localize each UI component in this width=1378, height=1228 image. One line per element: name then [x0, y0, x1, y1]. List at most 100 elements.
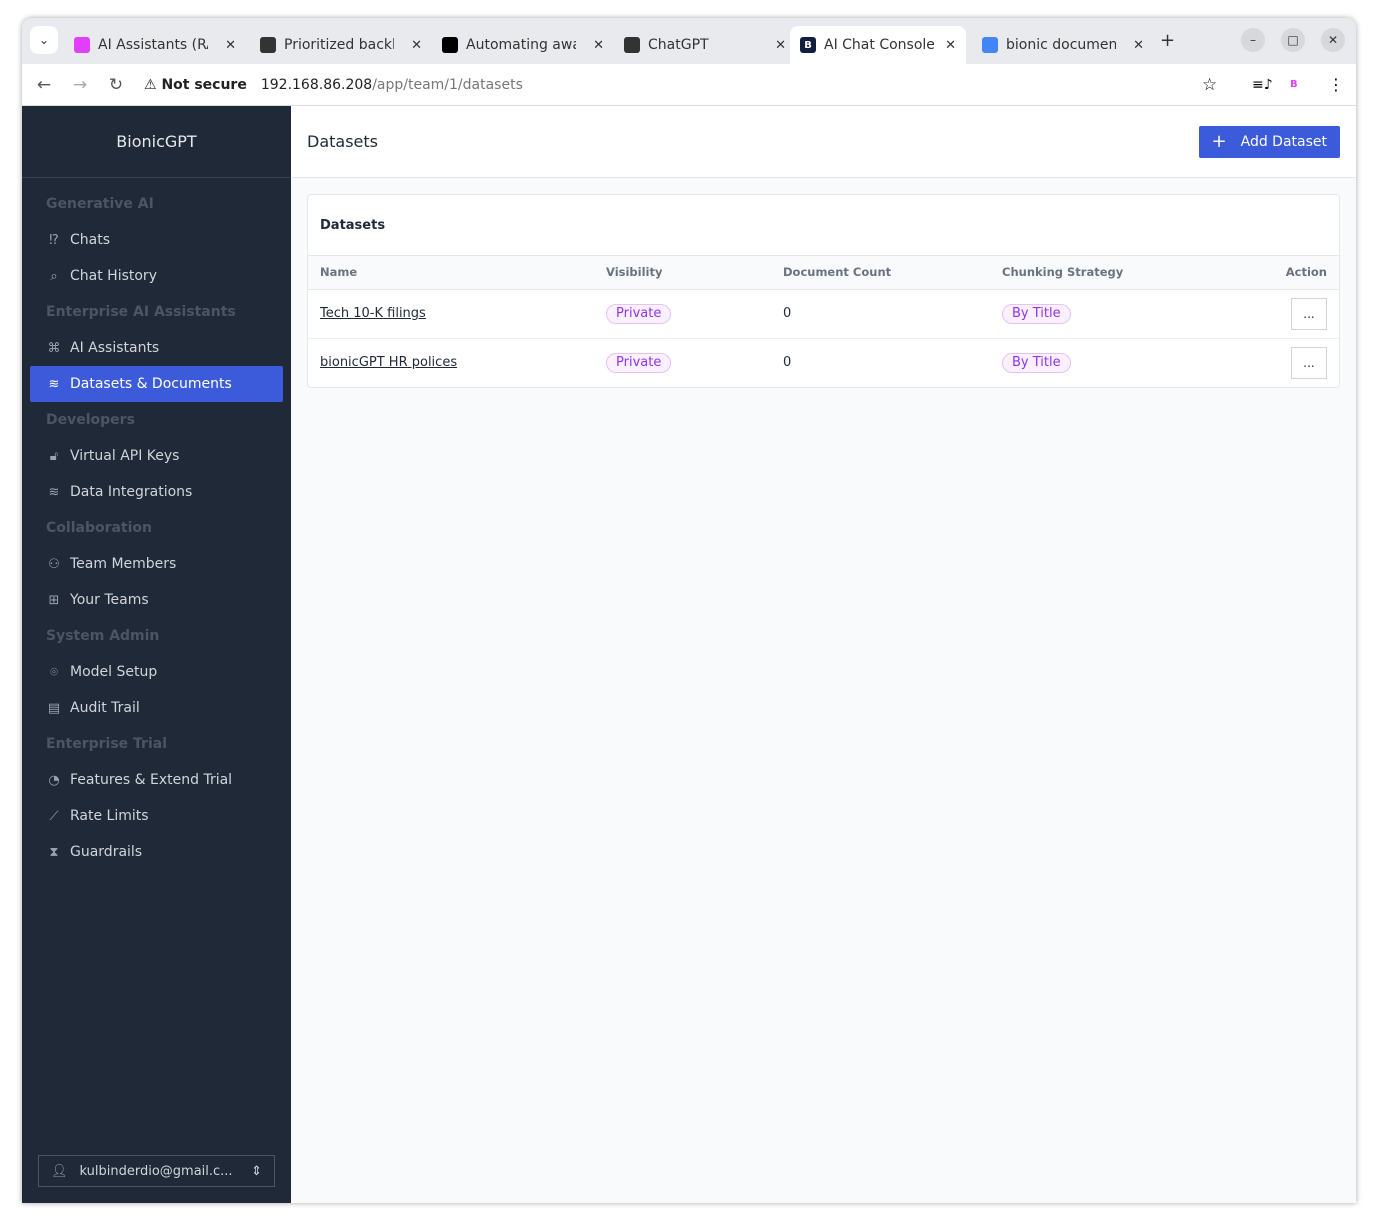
visibility-badge: Private [606, 352, 672, 373]
table-row: bionicGPT HR polices Private 0 By Title … [308, 338, 1339, 387]
sidebar-item-label: Features & Extend Trial [70, 772, 233, 788]
tab-bar: ⌄ AI Assistants (RAG)✕Prioritized backlo… [22, 18, 1356, 64]
bookmark-star-icon[interactable]: ☆ [1202, 74, 1218, 95]
browser-tab[interactable]: bionic documentation ✕ [972, 26, 1154, 64]
lock-icon: 🔓︎ [49, 448, 59, 464]
browser-tab[interactable]: B AI Chat Console ✕ [790, 26, 966, 64]
col-chunking-strategy: Chunking Strategy [990, 256, 1231, 290]
close-tab-icon[interactable]: ✕ [775, 37, 786, 53]
chunking-badge: By Title [1002, 352, 1071, 373]
brand-logo[interactable]: BionicGPT [22, 106, 291, 178]
close-tab-icon[interactable]: ✕ [1133, 37, 1144, 53]
docs-icon [982, 37, 998, 53]
sidebar: BionicGPT Generative AI ⁉ Chats ⌕ Chat Histo… [22, 106, 291, 1203]
security-label[interactable]: Not secure [161, 76, 247, 93]
sidebar-section-label: System Admin [46, 628, 160, 644]
dataset-link[interactable]: Tech 10-K filings [320, 306, 426, 321]
tab-title: ChatGPT [648, 37, 709, 53]
document-count: 0 [783, 355, 792, 371]
main-content: Datasets + Add Dataset Datasets Name Visi… [291, 106, 1356, 1203]
sidebar-section-label: Enterprise Trial [46, 736, 168, 752]
grid-icon: ⊞ [48, 592, 60, 608]
scan-icon: ⌾ [50, 664, 58, 680]
menu-icon[interactable]: ⋮ [1328, 75, 1344, 94]
document-count: 0 [771, 289, 990, 339]
sidebar-item-chats[interactable]: ⁉ Chats [30, 222, 283, 258]
tab-title: bionic documentation [1006, 37, 1116, 53]
bionic-icon [74, 37, 90, 53]
sidebar-item-virtual-api-keys[interactable]: 🔓︎ Virtual API Keys [30, 438, 283, 474]
browser-tab[interactable]: Automating away ✕ [432, 26, 614, 64]
search-icon: ⌕ [50, 268, 58, 284]
close-window-button[interactable]: ✕ [1321, 28, 1345, 52]
sidebar-item-chat-history[interactable]: ⌕ Chat History [30, 258, 283, 294]
sidebar-item-your-teams[interactable]: ⊞ Your Teams [30, 582, 283, 618]
card-title: Datasets [308, 195, 1339, 256]
row-action-button[interactable]: ... [1291, 346, 1327, 379]
github-icon [260, 37, 276, 53]
close-tab-icon[interactable]: ✕ [225, 37, 236, 53]
col-name: Name [308, 256, 594, 290]
sidebar-item-label: Guardrails [70, 844, 143, 860]
close-tab-icon[interactable]: ✕ [945, 37, 956, 53]
openai-icon [624, 37, 640, 53]
sidebar-item-data-integrations[interactable]: ≋ Data Integrations [30, 474, 283, 510]
address-bar: ← → ↻ ⚠ Not secure 192.168.86.208/app/te… [22, 64, 1356, 106]
sidebar-section-label: Developers [46, 412, 135, 428]
reload-icon[interactable]: ↻ [108, 74, 124, 95]
omnibox[interactable]: ⚠ Not secure 192.168.86.208/app/team/1/d… [144, 77, 523, 93]
warning-icon: ⚠ [144, 76, 157, 93]
visibility-badge: Private [606, 303, 672, 324]
sidebar-item-guardrails[interactable]: ⧗ Guardrails [30, 834, 283, 870]
bionic-b-icon: B [800, 37, 816, 53]
users-icon: ⚇ [48, 556, 60, 572]
dataset-link[interactable]: bionicGPT HR polices [320, 355, 458, 371]
row-action-button[interactable]: ... [1291, 297, 1327, 330]
new-tab-button[interactable]: + [1160, 30, 1176, 51]
sidebar-item-label: Virtual API Keys [70, 448, 180, 464]
back-icon[interactable]: ← [36, 74, 52, 95]
page-title: Datasets [307, 132, 378, 151]
add-dataset-button[interactable]: + Add Dataset [1198, 125, 1340, 158]
sidebar-item-ai-assistants[interactable]: ⌘ AI Assistants [30, 330, 283, 366]
user-menu[interactable]: 👤︎ kulbinderdio@gmail.c... ⇕ [38, 1155, 275, 1187]
url-field[interactable]: 192.168.86.208/app/team/1/datasets [260, 76, 523, 93]
medium-icon [442, 37, 458, 53]
sidebar-item-audit-trail[interactable]: ▤ Audit Trail [30, 690, 283, 726]
browser-tab[interactable]: ChatGPT ✕ [614, 26, 796, 64]
tab-title: AI Assistants (RAG) [98, 37, 208, 53]
tab-search-button[interactable]: ⌄ [30, 26, 58, 54]
browser-tab[interactable]: Prioritized backlog ✕ [250, 26, 432, 64]
tab-title: Prioritized backlog [284, 37, 394, 53]
sidebar-item-label: Datasets & Documents [70, 376, 232, 392]
sidebar-item-label: AI Assistants [70, 340, 160, 356]
browser-tab[interactable]: AI Assistants (RAG) ✕ [64, 26, 246, 64]
sidebar-item-features-extend-trial[interactable]: ◔ Features & Extend Trial [30, 762, 283, 798]
col-document-count: Document Count [771, 256, 990, 290]
sidebar-section-label: Enterprise AI Assistants [46, 304, 236, 320]
forward-icon[interactable]: → [72, 74, 88, 95]
close-tab-icon[interactable]: ✕ [411, 37, 422, 53]
sidebar-item-datasets-documents[interactable]: ≋ Datasets & Documents [30, 366, 283, 402]
clipboard-icon: ▤ [47, 700, 61, 716]
col-visibility: Visibility [594, 256, 771, 290]
minimize-button[interactable]: – [1241, 28, 1265, 52]
layers-icon: ≋ [48, 484, 60, 500]
sidebar-item-label: Audit Trail [70, 700, 140, 716]
media-control-icon[interactable]: ≡♪ [1252, 76, 1273, 93]
chat-icon: ⁉ [49, 232, 59, 248]
sidebar-item-label: Data Integrations [70, 484, 193, 500]
plus-icon: + [1211, 131, 1227, 152]
sidebar-item-model-setup[interactable]: ⌾ Model Setup [30, 654, 283, 690]
tab-title: Automating away [466, 37, 576, 53]
datasets-card: Datasets Name Visibility Document Count … [307, 194, 1340, 388]
extension-icon[interactable]: B [1290, 79, 1298, 90]
chart-icon: ⟋ [49, 808, 59, 824]
maximize-button[interactable]: □ [1281, 28, 1305, 52]
sidebar-item-rate-limits[interactable]: ⟋ Rate Limits [30, 798, 283, 834]
user-email: kulbinderdio@gmail.c... [79, 1163, 233, 1179]
close-tab-icon[interactable]: ✕ [593, 37, 604, 53]
sidebar-item-team-members[interactable]: ⚇ Team Members [30, 546, 283, 582]
datasets-table: Name Visibility Document Count Chunking … [308, 256, 1339, 387]
user-icon: 👤︎ [51, 1163, 68, 1179]
